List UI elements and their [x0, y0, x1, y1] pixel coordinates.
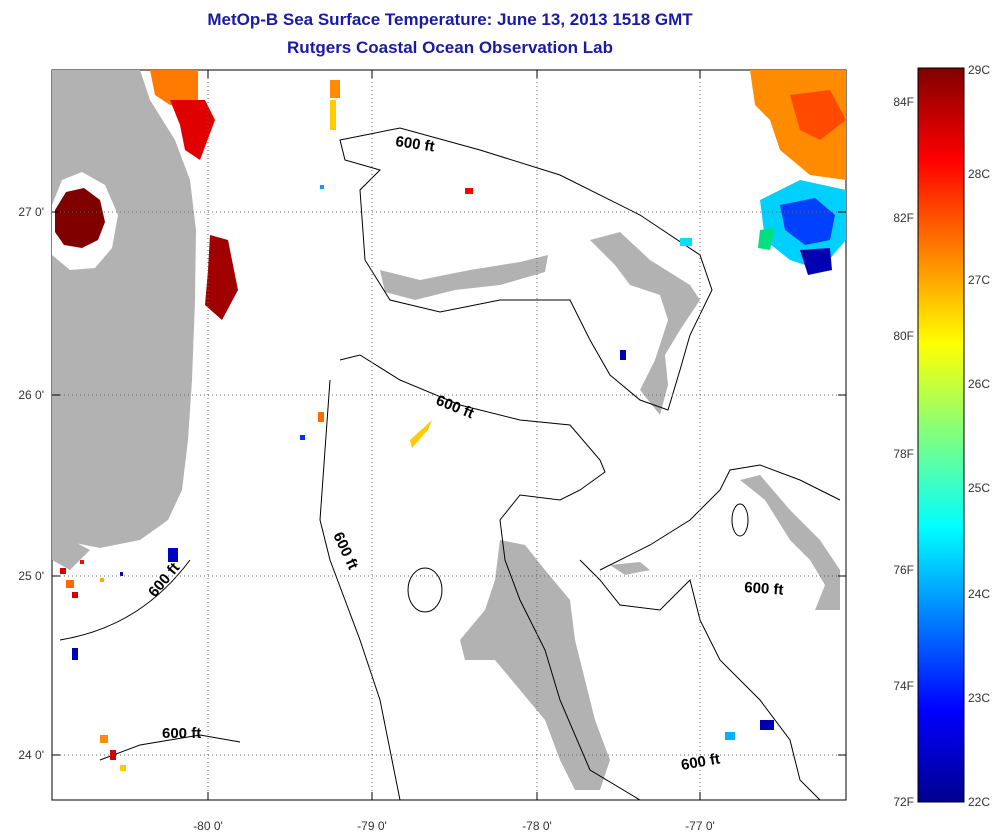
contour-label: 600 ft	[680, 750, 722, 774]
svg-text:28C: 28C	[968, 167, 990, 181]
colorbar-fahrenheit: 84F 82F 80F 78F 76F 74F 72F	[893, 95, 914, 809]
florida-land	[52, 70, 196, 548]
graticule	[52, 70, 846, 800]
svg-text:22C: 22C	[968, 795, 990, 809]
colorbar-celsius: 29C 28C 27C 26C 25C 24C 23C 22C	[968, 63, 990, 809]
y-tick-label: 25 0'	[18, 569, 44, 583]
svg-text:25C: 25C	[968, 481, 990, 495]
map-subtitle: Rutgers Coastal Ocean Observation Lab	[287, 38, 613, 57]
svg-text:29C: 29C	[968, 63, 990, 77]
svg-text:26C: 26C	[968, 377, 990, 391]
svg-text:74F: 74F	[893, 679, 914, 693]
y-tick-label: 24 0'	[18, 748, 44, 762]
depth-contours	[59, 127, 841, 800]
axis-ticks	[52, 70, 846, 800]
svg-text:72F: 72F	[893, 795, 914, 809]
svg-text:78F: 78F	[893, 447, 914, 461]
svg-text:27C: 27C	[968, 273, 990, 287]
andros	[460, 540, 610, 790]
svg-text:80F: 80F	[893, 329, 914, 343]
svg-text:82F: 82F	[893, 211, 914, 225]
svg-text:76F: 76F	[893, 563, 914, 577]
contour-label: 600 ft	[162, 725, 201, 742]
map-title: MetOp-B Sea Surface Temperature: June 13…	[207, 10, 693, 29]
y-tick-label: 26 0'	[18, 388, 44, 402]
contour-label: 600 ft	[394, 133, 435, 155]
eleuthera	[740, 475, 840, 610]
y-tick-label: 27 0'	[18, 205, 44, 219]
sst-patches	[72, 70, 846, 771]
x-tick-label: -77 0'	[685, 819, 715, 833]
svg-text:24C: 24C	[968, 587, 990, 601]
x-tick-label: -80 0'	[193, 819, 223, 833]
svg-text:23C: 23C	[968, 691, 990, 705]
lake-okeechobee	[55, 188, 105, 248]
new-providence	[610, 562, 650, 575]
x-tick-label: -79 0'	[357, 819, 387, 833]
contour-label: 600 ft	[744, 579, 784, 599]
x-tick-label: -78 0'	[522, 819, 552, 833]
colorbar	[917, 67, 965, 803]
grand-bahama	[380, 255, 548, 300]
abaco	[590, 232, 700, 415]
svg-text:84F: 84F	[893, 95, 914, 109]
florida-keys	[52, 530, 123, 598]
